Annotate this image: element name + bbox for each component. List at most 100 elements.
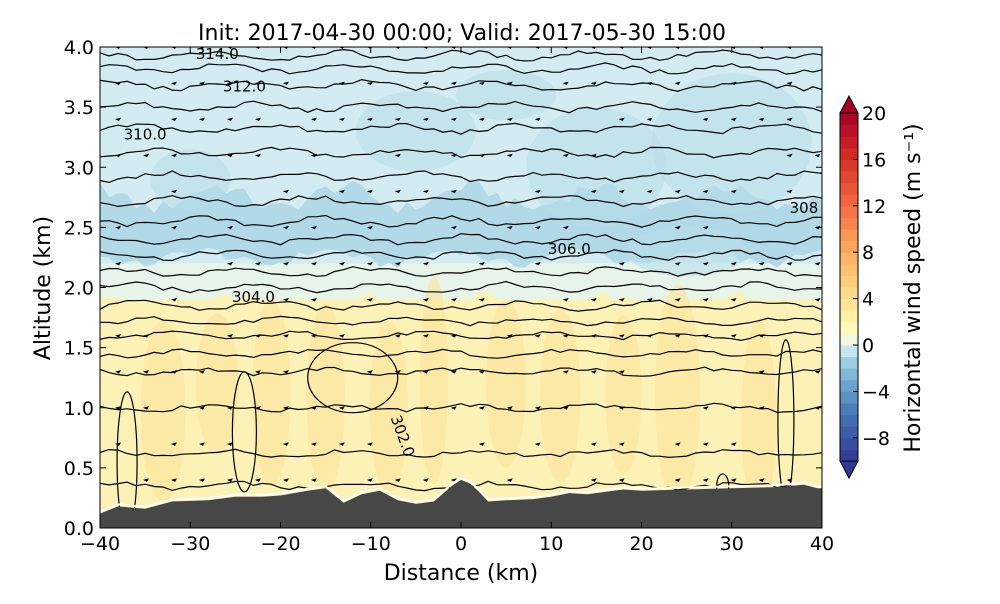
wind-arrow [814, 370, 821, 374]
colorbar-tick-label: −4 [862, 381, 890, 403]
wind-arrow [618, 189, 625, 194]
wind-arrow [226, 117, 233, 122]
field-patch-warm [252, 298, 291, 487]
field-patch-warm [306, 303, 345, 493]
wind-arrow [115, 334, 122, 338]
colorbar-segment [840, 159, 858, 172]
field-patch-warm [540, 308, 581, 483]
wind-arrow [115, 442, 122, 446]
wind-arrow [254, 117, 261, 122]
colorbar-tick-label: 4 [862, 289, 874, 311]
wind-arrow [562, 298, 569, 302]
theta-contour [100, 233, 822, 246]
wind-arrow [506, 225, 513, 230]
wind-arrow [282, 406, 289, 410]
y-tick-label: 3.5 [64, 97, 94, 119]
wind-arrow [506, 334, 513, 338]
wind-arrow [730, 406, 737, 410]
wind-arrow [310, 478, 317, 482]
wind-arrow [422, 370, 429, 374]
wind-arrow [674, 334, 681, 338]
wind-arrow [310, 117, 317, 122]
wind-arrow [478, 442, 485, 446]
wind-arrow [702, 189, 709, 194]
wind-arrow [478, 370, 485, 374]
colorbar-segment [840, 275, 858, 288]
wind-arrow [618, 298, 625, 302]
x-tick-label: 40 [810, 533, 834, 555]
wind-arrow [450, 370, 457, 374]
x-axis-label: Distance (km) [384, 561, 539, 586]
wind-arrow [366, 225, 373, 230]
field-patch-warm [419, 276, 449, 485]
wind-arrow [506, 406, 513, 410]
wind-arrow [226, 81, 233, 86]
wind-arrow [534, 442, 541, 446]
theta-contour-closed [307, 342, 399, 414]
wind-arrow [730, 189, 737, 194]
wind-arrow [702, 117, 709, 122]
wind-arrow [171, 298, 178, 302]
colorbar-segment [840, 345, 858, 358]
wind-arrow [814, 298, 821, 302]
y-tick-label: 0.0 [64, 518, 94, 540]
contour-label: 312.0 [223, 77, 266, 95]
theta-contour [100, 249, 822, 262]
theta-contour [100, 62, 822, 75]
x-tick-label: −20 [260, 533, 300, 555]
wind-arrow [814, 153, 821, 158]
theta-contour [100, 330, 822, 342]
wind-arrow [394, 153, 401, 158]
y-tick-label: 1.0 [64, 398, 94, 420]
colorbar-tick-label: 20 [862, 103, 886, 125]
contour-label: 306.0 [548, 240, 591, 258]
wind-arrow [226, 261, 233, 266]
colorbar-segment [840, 229, 858, 242]
wind-arrow [730, 334, 737, 338]
wind-arrow [338, 189, 345, 194]
wind-arrow [310, 442, 317, 446]
wind-arrow [590, 442, 597, 446]
wind-arrow [702, 406, 709, 410]
wind-arrow [310, 334, 317, 338]
colorbar-segment [840, 217, 858, 230]
wind-arrow [758, 406, 765, 410]
wind-arrow [310, 406, 317, 410]
wind-arrow [366, 189, 373, 194]
wind-arrow [478, 81, 485, 86]
axes: −40 −30 −20 −10 0 10 20 30 40 0.0 0.5 1.0 1.5 2.0 2.5 3… [64, 37, 834, 555]
colorbar-segment [840, 449, 858, 462]
theta-contour [100, 366, 822, 377]
field-patch-warm [741, 320, 777, 518]
theta-contour [100, 194, 822, 208]
y-tick-label: 0.5 [64, 458, 94, 480]
wind-arrow [450, 334, 457, 338]
wind-arrow [338, 334, 345, 338]
theta-contour [100, 122, 822, 135]
wind-arrow [282, 478, 289, 482]
theta-contour [100, 448, 822, 459]
wind-arrow [730, 478, 737, 482]
wind-arrow [422, 406, 429, 410]
theta-contour [100, 170, 822, 184]
wind-arrow [590, 370, 597, 374]
wind-arrow [702, 334, 709, 338]
wind-arrow [450, 406, 457, 410]
wind-arrow [590, 81, 597, 86]
wind-arrow [590, 189, 597, 194]
colorbar-label: Horizontal wind speed (m s⁻¹) [901, 123, 926, 452]
colorbar-tick-label: 8 [862, 242, 874, 264]
colorbar-segment [840, 263, 858, 276]
wind-arrow [422, 81, 429, 86]
wind-arrow [282, 81, 289, 86]
wind-arrow [674, 189, 681, 194]
wind-arrow [674, 442, 681, 446]
wind-arrow [282, 370, 289, 374]
wind-arrow [171, 81, 178, 86]
field-patch-warm [140, 320, 186, 502]
wind-arrow [254, 478, 261, 482]
x-tick-label: −40 [80, 533, 120, 555]
wind-arrow [310, 225, 317, 230]
wind-arrow [478, 261, 485, 266]
